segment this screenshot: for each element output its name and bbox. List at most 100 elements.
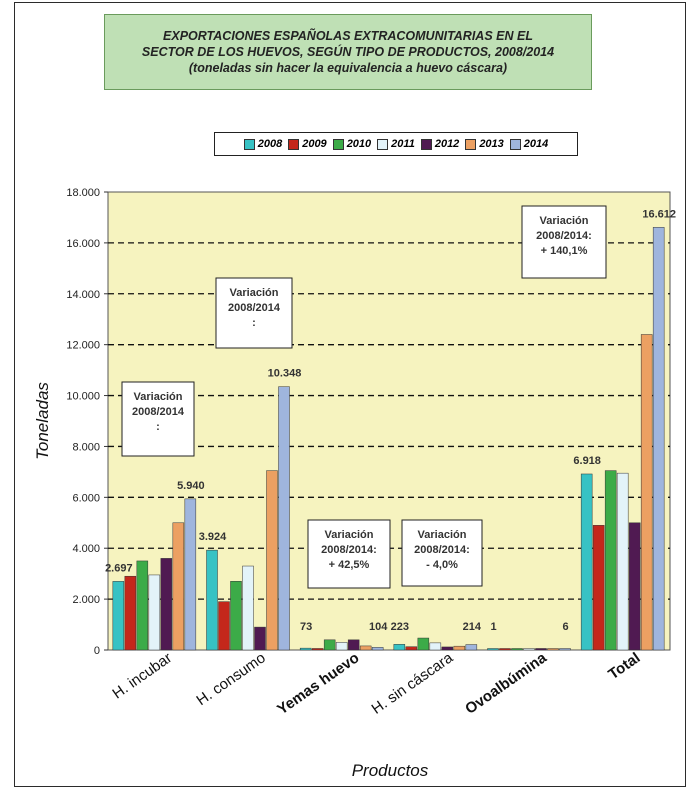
bar [160, 558, 173, 651]
bar [580, 473, 593, 651]
chart-title-line-3: (toneladas sin hacer la equivalencia a h… [188, 61, 508, 75]
annotation-text: 2008/2014: [536, 230, 592, 242]
bar [604, 470, 617, 651]
legend-label: 2011 [391, 138, 415, 150]
x-axis-label: Productos [352, 761, 429, 780]
chart-title-line-2: SECTOR DE LOS HUEVOS, SEGÚN TIPO DE PROD… [141, 45, 555, 59]
bar [359, 645, 372, 651]
bar [323, 639, 336, 651]
bar [278, 386, 290, 651]
annotation-rect [121, 381, 195, 457]
y-tick-label: 14.000 [66, 289, 100, 301]
legend-label: 2008 [257, 138, 283, 150]
bar [616, 472, 629, 651]
y-tick-label: 4.000 [72, 543, 100, 555]
data-label: 3.924 [199, 531, 227, 543]
bar [592, 525, 605, 651]
legend-swatch [288, 138, 300, 150]
annotation-text: 2008/2014 [132, 406, 185, 418]
chart-title-line-1: EXPORTACIONES ESPAÑOLAS EXTRACOMUNITARIA… [163, 29, 533, 43]
annotation-text: Variación [230, 287, 279, 299]
y-tick-label: 8.000 [72, 441, 100, 453]
annotation-rect [521, 205, 607, 279]
x-tick-label: H. incubar [109, 649, 175, 702]
annotation-text: - 4,0% [426, 559, 458, 571]
legend-item-2010: 2010 [332, 138, 372, 150]
annotation-rect [307, 519, 391, 589]
annotation-text: 2008/2014 [228, 302, 281, 314]
annotation-box: Variación 2008/2014: + 140,1% [521, 205, 607, 279]
x-tick-label: Total [605, 649, 643, 683]
bar [465, 644, 478, 651]
bar [441, 646, 454, 651]
bar [206, 549, 218, 651]
data-label: 16.612 [642, 208, 676, 220]
data-label: 223 [391, 621, 409, 633]
bar [218, 601, 230, 651]
annotation-rect [215, 277, 293, 349]
bar [254, 626, 266, 651]
bar [371, 647, 384, 651]
legend-item-2011: 2011 [377, 138, 415, 150]
bar [172, 522, 185, 651]
legend-item-2013: 2013 [465, 138, 504, 150]
legend-swatch [332, 138, 344, 150]
legend-swatch [509, 138, 521, 150]
annotation-text: : [156, 421, 160, 433]
legend-item-2009: 2009 [288, 138, 327, 150]
annotation-box: Variación 2008/2014: + 42,5% [307, 519, 391, 589]
y-tick-label: 10.000 [66, 391, 100, 403]
y-tick-label: 12.000 [66, 340, 100, 352]
legend-swatch [243, 138, 255, 150]
bar [559, 648, 571, 651]
annotation-text: Variación [418, 529, 467, 541]
y-tick-label: 16.000 [66, 238, 100, 250]
bar [184, 498, 197, 651]
data-label: 6 [562, 621, 568, 633]
bar [417, 637, 430, 651]
bar [535, 648, 547, 651]
legend-swatch [465, 138, 477, 150]
bar [347, 639, 360, 651]
data-label: 214 [463, 621, 482, 633]
data-label: 10.348 [268, 368, 302, 380]
annotation-rect [401, 519, 483, 587]
bar [511, 648, 523, 651]
annotation-text: Variación [134, 391, 183, 403]
annotation-text: Variación [540, 215, 589, 227]
bar [299, 647, 312, 651]
bar [266, 470, 278, 651]
legend-label: 2013 [479, 138, 504, 150]
annotation-text: 2008/2014: [321, 544, 377, 556]
bar [487, 648, 499, 651]
annotation-text: + 140,1% [541, 245, 588, 257]
data-label: 5.940 [177, 480, 205, 492]
bar [242, 565, 254, 651]
chart-legend: 2008 2009 2010 2011 2012 2013 2014 [214, 132, 578, 156]
legend-swatch [420, 138, 432, 150]
x-tick-label: Yemas huevo [274, 649, 362, 718]
annotation-box: Variación 2008/2014: - 4,0% [401, 519, 483, 587]
legend-label: 2010 [346, 138, 372, 150]
bar [640, 334, 653, 651]
x-tick-label: H. sin cáscara [369, 649, 457, 718]
bar [429, 642, 442, 651]
x-tick-label: Ovoalbúmina [462, 649, 550, 718]
annotation-text: Variación [325, 529, 374, 541]
annotation-text: : [252, 317, 256, 329]
legend-label: 2009 [302, 138, 327, 150]
legend-item-2014: 2014 [509, 138, 548, 150]
annotation-text: 2008/2014: [414, 544, 470, 556]
y-tick-label: 6.000 [72, 492, 100, 504]
bar [311, 648, 324, 651]
bar [393, 644, 406, 651]
data-label: 73 [300, 621, 312, 633]
y-tick-label: 0 [94, 645, 100, 657]
y-tick-label: 2.000 [72, 594, 100, 606]
bar [148, 574, 161, 651]
data-label: 2.697 [105, 562, 133, 574]
data-label: 6.918 [573, 455, 601, 467]
bar [112, 581, 125, 651]
chart-title-box: EXPORTACIONES ESPAÑOLAS EXTRACOMUNITARIA… [104, 14, 592, 90]
